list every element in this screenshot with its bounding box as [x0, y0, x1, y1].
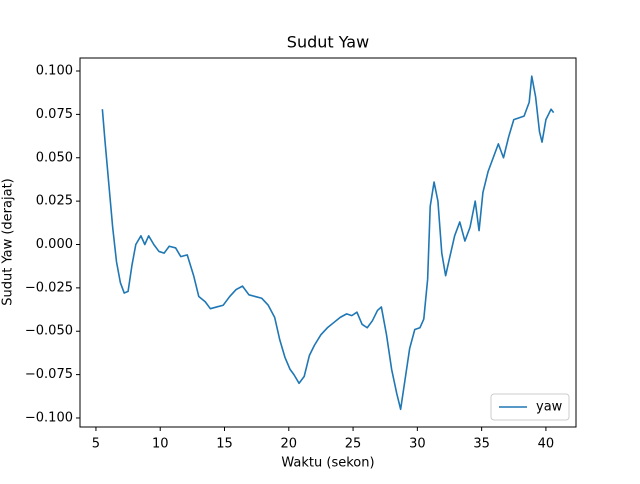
x-tick-label: 25	[345, 437, 362, 452]
chart-title: Sudut Yaw	[287, 33, 369, 52]
y-tick-label: −0.100	[25, 410, 73, 425]
x-tick-label: 30	[409, 437, 426, 452]
data-line	[101, 75, 555, 411]
legend-label: yaw	[536, 400, 563, 415]
y-tick-label: −0.050	[25, 324, 73, 339]
y-axis-label: Sudut Yaw (derajat)	[1, 178, 16, 305]
y-tick-label: −0.025	[25, 280, 73, 295]
x-tick-label: 10	[152, 437, 169, 452]
x-tick-label: 40	[538, 437, 555, 452]
x-tick-label: 20	[281, 437, 298, 452]
legend-box	[490, 393, 570, 421]
x-tick-label: 5	[92, 437, 100, 452]
y-tick-label: 0.050	[36, 150, 73, 165]
y-tick-label: −0.075	[25, 367, 73, 382]
plot-frame	[79, 57, 577, 428]
y-tick-label: 0.100	[36, 64, 73, 79]
y-tick-label: 0.025	[36, 194, 73, 209]
x-tick-label: 15	[216, 437, 233, 452]
x-axis-label: Waktu (sekon)	[281, 456, 374, 471]
x-tick-label: 35	[473, 437, 490, 452]
y-tick-label: 0.075	[36, 107, 73, 122]
y-tick-label: 0.000	[36, 237, 73, 252]
